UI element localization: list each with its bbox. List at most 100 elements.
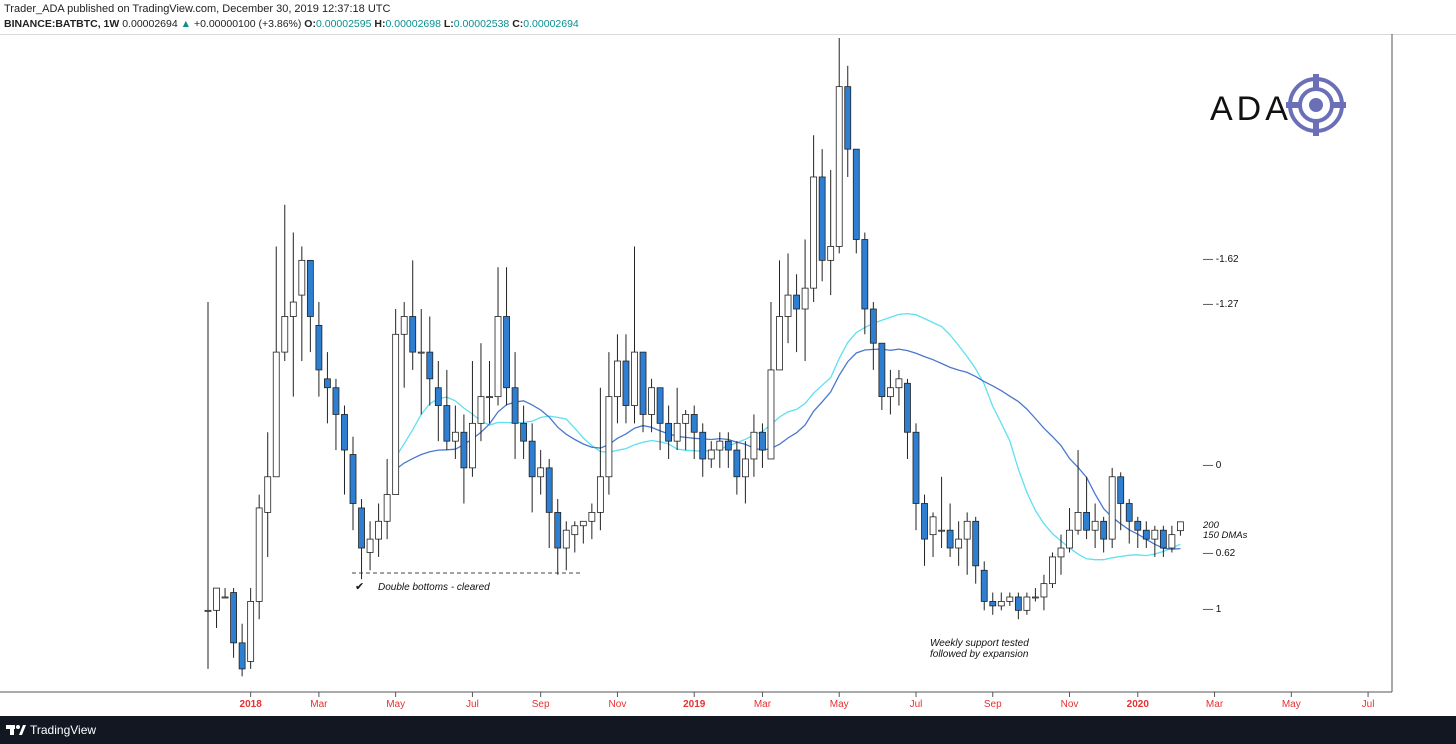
ada-logo-text: ADA [1210,90,1292,128]
candle-bull [375,520,383,540]
tradingview-brand[interactable]: TradingView [30,723,97,737]
moving-averages [395,312,1181,561]
candle-bear [946,529,954,549]
candle-bear [1134,520,1142,531]
candle-bear [989,601,997,607]
candle-bull [247,601,255,662]
candle-bull [213,587,220,611]
candle-bull [767,369,775,460]
candle-bull [281,316,289,353]
tradingview-logo-icon [6,725,26,735]
candle-bull [1057,547,1065,558]
x-tick-label: Mar [754,699,772,710]
chart-area[interactable]: 0.00005778Take profit 20.00005028Level t… [0,34,1456,716]
candle-bear [426,351,434,380]
candle-bear [358,507,365,549]
candle-bull [1177,521,1184,532]
candle-bear [699,431,707,460]
candle-bull [1032,596,1039,599]
candle-bear [622,360,630,406]
candle-bull [537,467,545,478]
candle-bull [707,449,715,460]
candle-bear [324,378,331,389]
x-tick-label: Jul [466,699,479,710]
candle-bull [272,351,280,478]
candle-bull [776,316,783,371]
candle-bull [801,287,809,310]
candle-bull [955,538,963,549]
candle-bear [341,414,348,451]
x-tick-label: Jul [910,699,923,710]
grid-layer [0,34,1393,693]
x-tick-label: Jul [1362,699,1375,710]
x-tick-label: Nov [609,699,627,710]
candle-bull [1006,596,1014,602]
candle-bull [963,520,971,540]
candle-bull [571,525,579,536]
dma-label: 200 [1202,520,1220,531]
support-note: Weekly support tested [930,638,1029,649]
candle-bull [887,387,894,398]
candle-bear [434,387,442,406]
candle-bear [528,440,536,478]
low-value: 0.00002538 [453,18,510,30]
candle-bull [1108,476,1116,540]
candle-bear [724,440,732,451]
candle-bear [1125,503,1133,522]
candle-bear [656,387,664,424]
x-tick-label: Mar [310,699,328,710]
target-icon [1286,74,1346,136]
candle-bear [460,431,468,469]
check-icon: ✔ [355,581,364,593]
symbol-label[interactable]: BINANCE:BATBTC, 1W [4,18,120,30]
candle-bull [741,458,749,478]
candle-bear [1117,476,1125,504]
candle-bear [980,569,988,602]
price-chart[interactable]: 0.00005778Take profit 20.00005028Level t… [0,34,1456,716]
high-label: H: [374,18,386,30]
candle-bear [511,387,519,424]
candle-bull [1049,556,1056,585]
candle-bull [997,601,1005,607]
candle-bear [852,148,860,240]
x-tick-label: Sep [984,699,1002,710]
candle-bear [503,316,510,389]
candle-bull [835,86,843,247]
candle-bull [1066,529,1073,549]
candle-bear [1142,529,1150,540]
candle-bear [878,342,886,398]
candle-bull [579,520,587,527]
candle-bear [733,449,741,478]
fib-label: — 0 [1203,460,1222,471]
ma-200-line [395,348,1181,550]
candle-bull [938,529,945,532]
candle-bear [1100,520,1108,540]
fib-label: — 1 [1203,604,1222,615]
candle-bull [895,378,903,389]
candle-bear [349,454,357,504]
candle-bull [929,516,937,536]
candle-bear [690,414,698,433]
candle-bear [861,239,869,310]
close-value: 0.00002694 [523,18,579,30]
x-tick-label: Sep [532,699,550,710]
candle-bear [443,405,451,442]
low-label: L: [443,18,454,30]
candle-bear [904,382,911,433]
candle-bear [520,422,528,442]
x-tick-label: May [1282,699,1301,710]
candle-bull [469,422,476,469]
open-value: 0.00002595 [315,18,372,30]
candle-bear [306,259,314,317]
candle-bull [486,396,493,399]
candle-bull [477,396,485,424]
candle-bull [1023,596,1031,611]
annotations-layer: — -1.62 — -1.27 — 0 — 0.62 — 1 ✔ Double bottom… [352,254,1248,660]
fib-label: — -1.27 [1203,299,1239,310]
publish-info: Trader_ADA published on TradingView.com,… [4,3,391,15]
fib-label: — 0.62 [1203,548,1236,559]
price-change: +0.00000100 (+3.86%) [193,18,302,30]
fib-label: — -1.62 [1203,254,1239,265]
candle-bear [545,467,553,513]
candle-bull [614,360,621,398]
